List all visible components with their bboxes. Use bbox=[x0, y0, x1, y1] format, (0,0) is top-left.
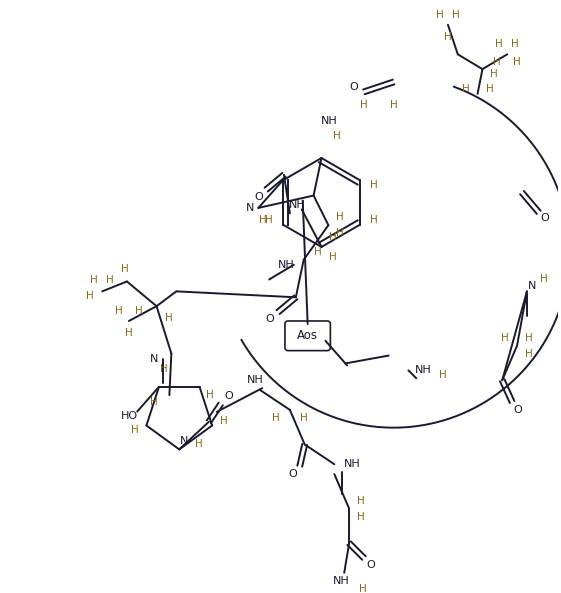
Text: N: N bbox=[149, 353, 158, 364]
Text: NH: NH bbox=[278, 260, 295, 270]
Text: H: H bbox=[360, 100, 368, 110]
Text: H: H bbox=[329, 252, 337, 262]
Text: H: H bbox=[135, 306, 142, 316]
Text: H: H bbox=[337, 212, 344, 222]
Text: H: H bbox=[462, 84, 470, 94]
Text: H: H bbox=[90, 275, 98, 285]
Text: H: H bbox=[370, 215, 378, 225]
Text: H: H bbox=[525, 349, 533, 359]
Text: N: N bbox=[180, 436, 188, 447]
Text: H: H bbox=[131, 425, 139, 435]
Text: NH: NH bbox=[333, 576, 350, 586]
Text: H: H bbox=[390, 100, 397, 110]
Text: H: H bbox=[502, 333, 509, 343]
Text: H: H bbox=[86, 291, 94, 301]
Text: H: H bbox=[333, 131, 341, 141]
Text: NH: NH bbox=[288, 200, 305, 211]
Text: H: H bbox=[205, 390, 213, 400]
Text: H: H bbox=[265, 215, 273, 225]
Text: H: H bbox=[357, 496, 365, 506]
Text: H: H bbox=[452, 10, 459, 20]
Text: H: H bbox=[115, 306, 123, 316]
Text: N: N bbox=[246, 203, 255, 213]
Text: H: H bbox=[436, 10, 444, 20]
Text: H: H bbox=[495, 40, 503, 49]
Text: H: H bbox=[540, 273, 548, 283]
Text: Aos: Aos bbox=[297, 329, 318, 342]
Text: N: N bbox=[528, 282, 536, 291]
Text: NH: NH bbox=[321, 116, 338, 126]
Text: H: H bbox=[337, 228, 344, 238]
Text: H: H bbox=[314, 247, 321, 257]
Text: H: H bbox=[195, 439, 203, 449]
Text: O: O bbox=[254, 192, 263, 202]
Text: H: H bbox=[439, 370, 447, 380]
Text: H: H bbox=[513, 57, 521, 67]
FancyBboxPatch shape bbox=[285, 321, 330, 350]
Text: H: H bbox=[121, 264, 129, 273]
Text: HO: HO bbox=[121, 412, 138, 422]
Text: O: O bbox=[366, 560, 375, 570]
Text: H: H bbox=[370, 180, 378, 190]
Text: O: O bbox=[224, 391, 233, 401]
Text: H: H bbox=[220, 416, 228, 426]
Text: O: O bbox=[540, 213, 549, 224]
Text: NH: NH bbox=[415, 365, 431, 375]
Text: H: H bbox=[357, 512, 365, 522]
Text: H: H bbox=[159, 364, 167, 374]
Text: H: H bbox=[490, 69, 498, 79]
Text: NH: NH bbox=[247, 375, 264, 385]
Text: O: O bbox=[514, 405, 522, 415]
Text: H: H bbox=[125, 328, 133, 338]
Text: H: H bbox=[444, 31, 452, 42]
Text: H: H bbox=[164, 313, 172, 323]
Text: H: H bbox=[494, 57, 501, 67]
Text: H: H bbox=[359, 584, 367, 593]
Text: H: H bbox=[259, 215, 267, 225]
Text: O: O bbox=[266, 314, 274, 324]
Text: NH: NH bbox=[344, 459, 361, 469]
Text: H: H bbox=[106, 275, 114, 285]
Text: O: O bbox=[350, 82, 358, 92]
Text: H: H bbox=[485, 84, 493, 94]
Text: H: H bbox=[511, 40, 519, 49]
Text: H: H bbox=[272, 413, 280, 423]
Text: H: H bbox=[150, 397, 158, 407]
Text: H: H bbox=[300, 413, 307, 423]
Text: H: H bbox=[329, 232, 337, 242]
Text: H: H bbox=[525, 333, 533, 343]
Text: O: O bbox=[288, 469, 297, 479]
